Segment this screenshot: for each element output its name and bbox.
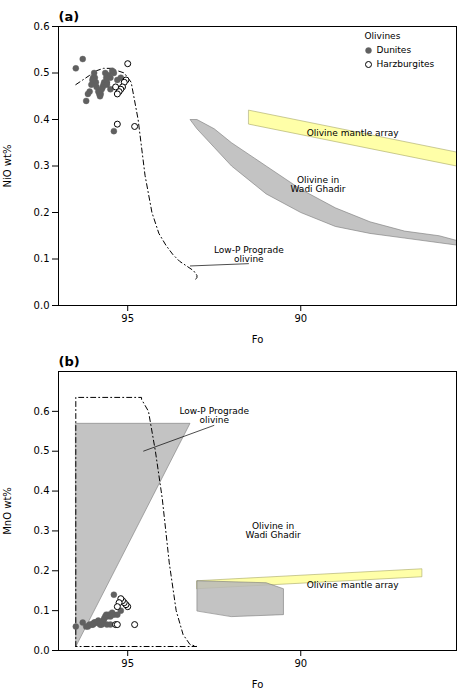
svg-text:Dunites: Dunites bbox=[377, 45, 412, 55]
svg-text:0.1: 0.1 bbox=[34, 605, 50, 616]
svg-text:0.4: 0.4 bbox=[34, 114, 50, 125]
svg-text:95: 95 bbox=[121, 313, 134, 324]
svg-text:0.6: 0.6 bbox=[34, 406, 50, 417]
svg-text:Low-P Progradeolivine: Low-P Progradeolivine bbox=[179, 406, 249, 425]
svg-text:Olivine inWadi Ghadir: Olivine inWadi Ghadir bbox=[291, 175, 346, 194]
svg-text:MnO wt%: MnO wt% bbox=[2, 487, 13, 535]
svg-text:Olivines: Olivines bbox=[365, 31, 401, 41]
svg-text:90: 90 bbox=[294, 313, 307, 324]
svg-text:95: 95 bbox=[121, 658, 134, 669]
svg-text:Fo: Fo bbox=[252, 334, 264, 345]
svg-text:0.5: 0.5 bbox=[34, 445, 50, 456]
svg-text:0.2: 0.2 bbox=[34, 565, 50, 576]
svg-text:Low-P Progradeolivine: Low-P Progradeolivine bbox=[214, 245, 284, 264]
svg-text:Olivine inWadi Ghadir: Olivine inWadi Ghadir bbox=[246, 521, 301, 540]
svg-text:0.6: 0.6 bbox=[34, 21, 50, 32]
svg-text:0.0: 0.0 bbox=[34, 645, 50, 656]
svg-text:0.2: 0.2 bbox=[34, 207, 50, 218]
svg-text:Fo: Fo bbox=[252, 679, 264, 690]
svg-text:0.4: 0.4 bbox=[34, 485, 50, 496]
svg-text:Olivine mantle array: Olivine mantle array bbox=[307, 128, 400, 138]
svg-text:Harzburgites: Harzburgites bbox=[377, 59, 435, 69]
svg-text:0.3: 0.3 bbox=[34, 525, 50, 536]
svg-text:0.5: 0.5 bbox=[34, 67, 50, 78]
svg-text:(b): (b) bbox=[59, 354, 80, 369]
svg-text:90: 90 bbox=[294, 658, 307, 669]
svg-text:Olivine mantle array: Olivine mantle array bbox=[307, 580, 400, 590]
svg-text:0.0: 0.0 bbox=[34, 300, 50, 311]
svg-text:NiO wt%: NiO wt% bbox=[2, 145, 13, 188]
svg-text:0.3: 0.3 bbox=[34, 160, 50, 171]
svg-text:0.1: 0.1 bbox=[34, 253, 50, 264]
svg-text:(a): (a) bbox=[59, 9, 80, 24]
